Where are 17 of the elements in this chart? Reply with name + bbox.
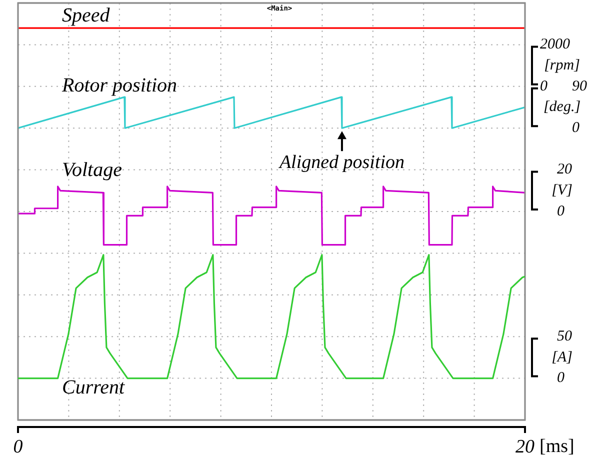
annotation: Aligned position: [277, 152, 405, 174]
y-tick-label: 2000: [540, 36, 570, 53]
y-axis-title: [rpm]: [544, 57, 580, 74]
series-label: Rotor position: [61, 74, 178, 96]
y-axis-title: [A]: [552, 349, 573, 366]
y-axis-title: [V]: [552, 182, 573, 199]
y-axis-title: [deg.]: [543, 99, 581, 116]
series-label: Current: [62, 376, 126, 399]
y-tick-label: 20: [557, 162, 572, 178]
y-tick-label: 50: [557, 328, 572, 345]
y-tick-label: 0: [557, 203, 565, 220]
y-tick-label: 90: [572, 78, 588, 94]
series-label: Speed: [62, 4, 111, 26]
y-tick-label: 0: [572, 120, 580, 136]
series-label: Voltage: [62, 158, 122, 181]
y-tick-label: 0: [557, 370, 565, 386]
x-axis-title: [ms]: [540, 436, 574, 457]
